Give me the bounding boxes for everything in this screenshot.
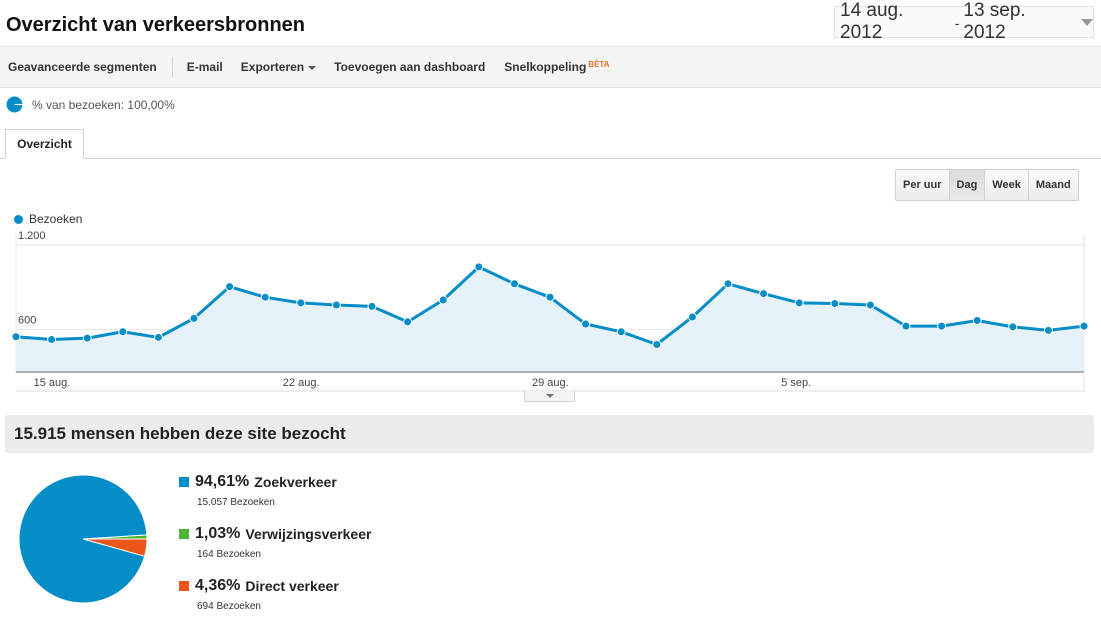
- chart-legend: Bezoeken: [14, 212, 82, 226]
- data-point: [260, 292, 270, 302]
- data-point: [225, 282, 235, 292]
- shortcut-label: Snelkoppeling: [504, 60, 587, 74]
- date-start: 14 aug. 2012: [840, 0, 904, 43]
- x-tick-label: 29 aug.: [532, 377, 569, 389]
- email-button[interactable]: E-mail: [186, 60, 223, 74]
- data-point: [118, 327, 128, 337]
- data-point: [545, 292, 555, 302]
- visitors-summary: 15.915 mensen hebben deze site bezocht: [5, 415, 1094, 453]
- data-point: [1043, 325, 1053, 335]
- data-point: [189, 313, 199, 323]
- data-point: [82, 333, 92, 343]
- segment-label: % van bezoeken: 100,00%: [32, 97, 175, 112]
- pie-segment-icon: [6, 96, 23, 113]
- source-referral: 1,03% Verwijzingsverkeer 164 Bezoeken: [179, 525, 371, 560]
- date-end: 13 sep. 2012: [963, 0, 1026, 43]
- x-tick-label: 5 sep.: [781, 377, 811, 389]
- caret-down-icon: [308, 65, 317, 70]
- export-label: Exporteren: [240, 60, 305, 74]
- x-tick-label: 22 aug.: [283, 377, 320, 389]
- data-point: [1079, 321, 1089, 331]
- source-name-link[interactable]: Zoekverkeer: [254, 474, 337, 490]
- granularity-week-button[interactable]: Week: [985, 170, 1029, 200]
- data-point: [296, 298, 306, 308]
- legend-dot-icon: [14, 214, 23, 224]
- chevron-down-icon[interactable]: [1081, 18, 1093, 26]
- data-point: [474, 262, 484, 272]
- data-point: [759, 289, 769, 299]
- pie-slice-search: [18, 474, 148, 604]
- shortcut-button[interactable]: Snelkoppeling BÈTA: [504, 60, 609, 74]
- visits-chart: 1.200 600 15 aug. 22 aug. 29 aug. 5 sep.: [11, 230, 1089, 392]
- data-point: [830, 299, 840, 309]
- date-range-picker[interactable]: 14 aug. 2012 - 13 sep. 2012: [834, 0, 1094, 43]
- source-name-link[interactable]: Direct verkeer: [245, 578, 339, 594]
- direct-color-icon: [179, 581, 189, 591]
- data-point: [652, 339, 662, 349]
- source-visits: 15.057 Bezoeken: [197, 497, 275, 508]
- toolbar-divider: [171, 57, 173, 77]
- tab-overzicht[interactable]: Overzicht: [5, 129, 84, 159]
- data-point: [403, 317, 413, 327]
- y-tick-label: 1.200: [18, 230, 46, 242]
- tab-divider: [0, 158, 1101, 159]
- referral-color-icon: [179, 529, 189, 539]
- beta-badge: BÈTA: [588, 60, 610, 69]
- caret-down-icon: [545, 394, 554, 398]
- data-point: [937, 321, 947, 331]
- data-point: [438, 295, 448, 305]
- source-direct: 4,36% Direct verkeer 694 Bezoeken: [179, 577, 339, 612]
- granularity-hour-button[interactable]: Per uur: [896, 170, 950, 200]
- data-point: [11, 332, 21, 342]
- chart-resize-handle[interactable]: [524, 391, 575, 402]
- data-point: [901, 321, 911, 331]
- source-visits: 164 Bezoeken: [197, 549, 261, 560]
- data-point: [47, 335, 57, 345]
- data-point: [581, 319, 591, 329]
- data-point: [687, 312, 697, 322]
- source-pct: 1,03%: [195, 525, 241, 542]
- search-color-icon: [179, 477, 189, 487]
- series-area: [16, 266, 1084, 372]
- data-point: [794, 298, 804, 308]
- granularity-day-button[interactable]: Dag: [949, 170, 986, 200]
- data-point: [616, 327, 626, 337]
- data-point: [331, 300, 341, 310]
- export-button[interactable]: Exporteren: [240, 60, 317, 74]
- granularity-switch: Per uur Dag Week Maand: [895, 169, 1079, 201]
- data-point: [153, 332, 163, 342]
- data-point: [367, 301, 377, 311]
- source-pct: 94,61%: [195, 473, 250, 490]
- data-point: [865, 300, 875, 310]
- source-search: 94,61% Zoekverkeer 15.057 Bezoeken: [179, 473, 337, 508]
- source-visits: 694 Bezoeken: [197, 601, 261, 612]
- data-point: [509, 279, 519, 289]
- y-tick-label: 600: [18, 315, 36, 327]
- source-pct: 4,36%: [195, 577, 241, 594]
- date-separator: -: [954, 15, 960, 31]
- data-point: [972, 315, 982, 325]
- traffic-sources-pie: [18, 474, 148, 604]
- page-title: Overzicht van verkeersbronnen: [6, 14, 306, 36]
- segment-indicator: % van bezoeken: 100,00%: [6, 96, 175, 113]
- granularity-month-button[interactable]: Maand: [1028, 170, 1078, 200]
- data-point: [1008, 322, 1018, 332]
- x-tick-label: 15 aug.: [34, 377, 71, 389]
- advanced-segments-button[interactable]: Geavanceerde segmenten: [8, 60, 157, 74]
- data-point: [723, 279, 733, 289]
- add-to-dashboard-button[interactable]: Toevoegen aan dashboard: [334, 60, 486, 74]
- legend-label: Bezoeken: [29, 212, 83, 226]
- source-name-link[interactable]: Verwijzingsverkeer: [245, 526, 372, 542]
- report-toolbar: Geavanceerde segmenten E-mail Exporteren…: [0, 46, 1101, 88]
